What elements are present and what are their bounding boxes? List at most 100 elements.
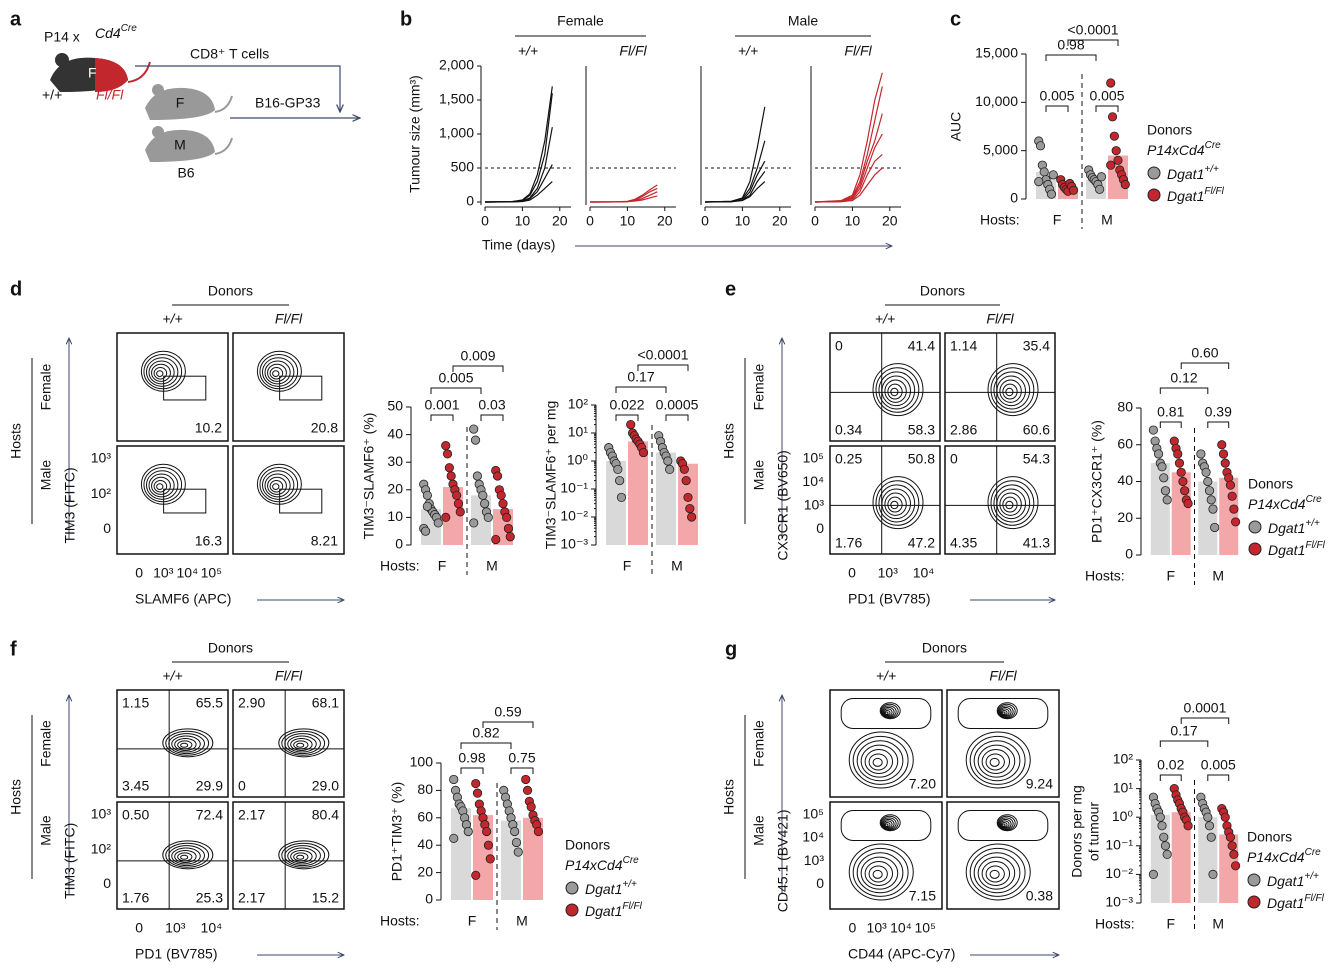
- text-sup: Cre: [121, 23, 138, 34]
- category-label: F: [623, 558, 632, 574]
- bracket: [482, 721, 534, 728]
- contour: [860, 856, 899, 890]
- x-tick-label: 0: [481, 213, 489, 229]
- contour: [174, 849, 197, 863]
- legend-swatch: [1248, 542, 1262, 556]
- bracket: [1207, 774, 1230, 781]
- y-tick-label: 0: [395, 536, 403, 552]
- data-point: [526, 802, 536, 812]
- bracket: [480, 414, 504, 421]
- data-point: [1218, 449, 1229, 459]
- contour: [1000, 709, 1008, 716]
- row-header: Female: [751, 720, 767, 767]
- data-point: [510, 826, 520, 837]
- text-base: Cd4: [95, 25, 121, 41]
- hosts-header: Hosts: [721, 423, 737, 459]
- contour: [999, 492, 1022, 516]
- data-point: [1148, 869, 1158, 880]
- contour: [856, 852, 904, 894]
- category-label: M: [486, 558, 498, 574]
- contour: [145, 357, 179, 387]
- contour: [977, 744, 1016, 778]
- bracket: [1159, 387, 1209, 394]
- y-tick-label: 2,000: [439, 57, 474, 73]
- contour: [875, 480, 920, 526]
- y-tick-label: 10⁵: [803, 806, 824, 822]
- flow-plot: [944, 332, 1056, 442]
- data-point: [1204, 486, 1215, 496]
- tumour-line: [814, 133, 883, 203]
- legend-swatch: [565, 881, 579, 895]
- row-header: Female: [751, 363, 767, 410]
- y-tick-label: 10,000: [975, 93, 1018, 109]
- data-point: [483, 512, 493, 523]
- quadrant-value: 68.1: [312, 695, 339, 711]
- contour: [883, 820, 893, 829]
- y-tick-label: 0: [1125, 546, 1133, 562]
- bracket: [1159, 421, 1182, 428]
- x-tick-label: 0: [135, 920, 143, 936]
- text-base: P14xCd4: [565, 857, 623, 873]
- panel-letter: f: [10, 638, 17, 660]
- category-label: F: [468, 913, 477, 929]
- data-point: [1160, 841, 1171, 851]
- quadrant-value: 15.2: [312, 890, 339, 906]
- data-point: [511, 837, 522, 848]
- panel-letter: e: [725, 278, 736, 300]
- gate: [279, 488, 323, 514]
- contour: [261, 357, 295, 387]
- contour: [156, 483, 164, 490]
- label: M: [174, 137, 186, 153]
- data-point: [1160, 486, 1171, 496]
- flow-plot: [232, 801, 345, 910]
- p-value: 0.03: [478, 397, 505, 413]
- data-point: [471, 778, 481, 789]
- y-tick-label: 10⁻¹: [1105, 837, 1133, 853]
- flow-plot: [116, 445, 229, 555]
- gate-value: 9.24: [1026, 776, 1053, 792]
- y-tick-label: 10²: [1113, 751, 1134, 767]
- flow-plot: [116, 689, 229, 798]
- data-point: [1034, 177, 1044, 187]
- text-sup: Fl/Fl: [622, 901, 642, 912]
- quadrant-value: 0.25: [835, 451, 862, 467]
- data-point: [1178, 476, 1188, 487]
- hosts-header: Hosts: [8, 423, 24, 459]
- contour: [261, 470, 295, 500]
- contour: [880, 815, 899, 831]
- contour: [1000, 821, 1008, 828]
- data-point: [420, 526, 431, 536]
- contour: [267, 476, 287, 495]
- y-tick-label: 500: [451, 159, 475, 175]
- data-point: [616, 492, 627, 503]
- p-value: 0.005: [1201, 757, 1236, 773]
- contour: [969, 847, 1026, 897]
- column-header: +/+: [162, 311, 182, 327]
- label: F: [88, 65, 97, 81]
- y-tick-label: 80: [1117, 399, 1133, 415]
- tumour-line: [589, 195, 658, 203]
- text-sup: Cre: [1305, 847, 1322, 858]
- contour: [989, 869, 1000, 879]
- contour: [965, 731, 1031, 789]
- quadrant-value: 54.3: [1023, 451, 1050, 467]
- contour: [852, 735, 909, 785]
- contour: [143, 466, 183, 503]
- contour: [165, 842, 210, 868]
- label: F: [176, 95, 185, 111]
- y-tick-label: 60: [417, 809, 433, 825]
- data-point: [683, 492, 693, 503]
- x-tick-label: 10⁴: [201, 920, 223, 936]
- tumour-line: [814, 113, 883, 203]
- contour: [278, 840, 330, 870]
- label: Cd4Cre: [95, 23, 137, 41]
- contour: [883, 709, 891, 716]
- y-tick-label: 1,500: [439, 91, 474, 107]
- quadrant-value: 0.50: [122, 807, 149, 823]
- y-tick-label: 10⁰: [567, 452, 589, 468]
- hosts-label: Hosts:: [380, 913, 420, 929]
- quadrant-value: 1.15: [122, 695, 149, 711]
- contour: [882, 818, 895, 830]
- contour: [990, 480, 1035, 526]
- contour: [1002, 383, 1018, 400]
